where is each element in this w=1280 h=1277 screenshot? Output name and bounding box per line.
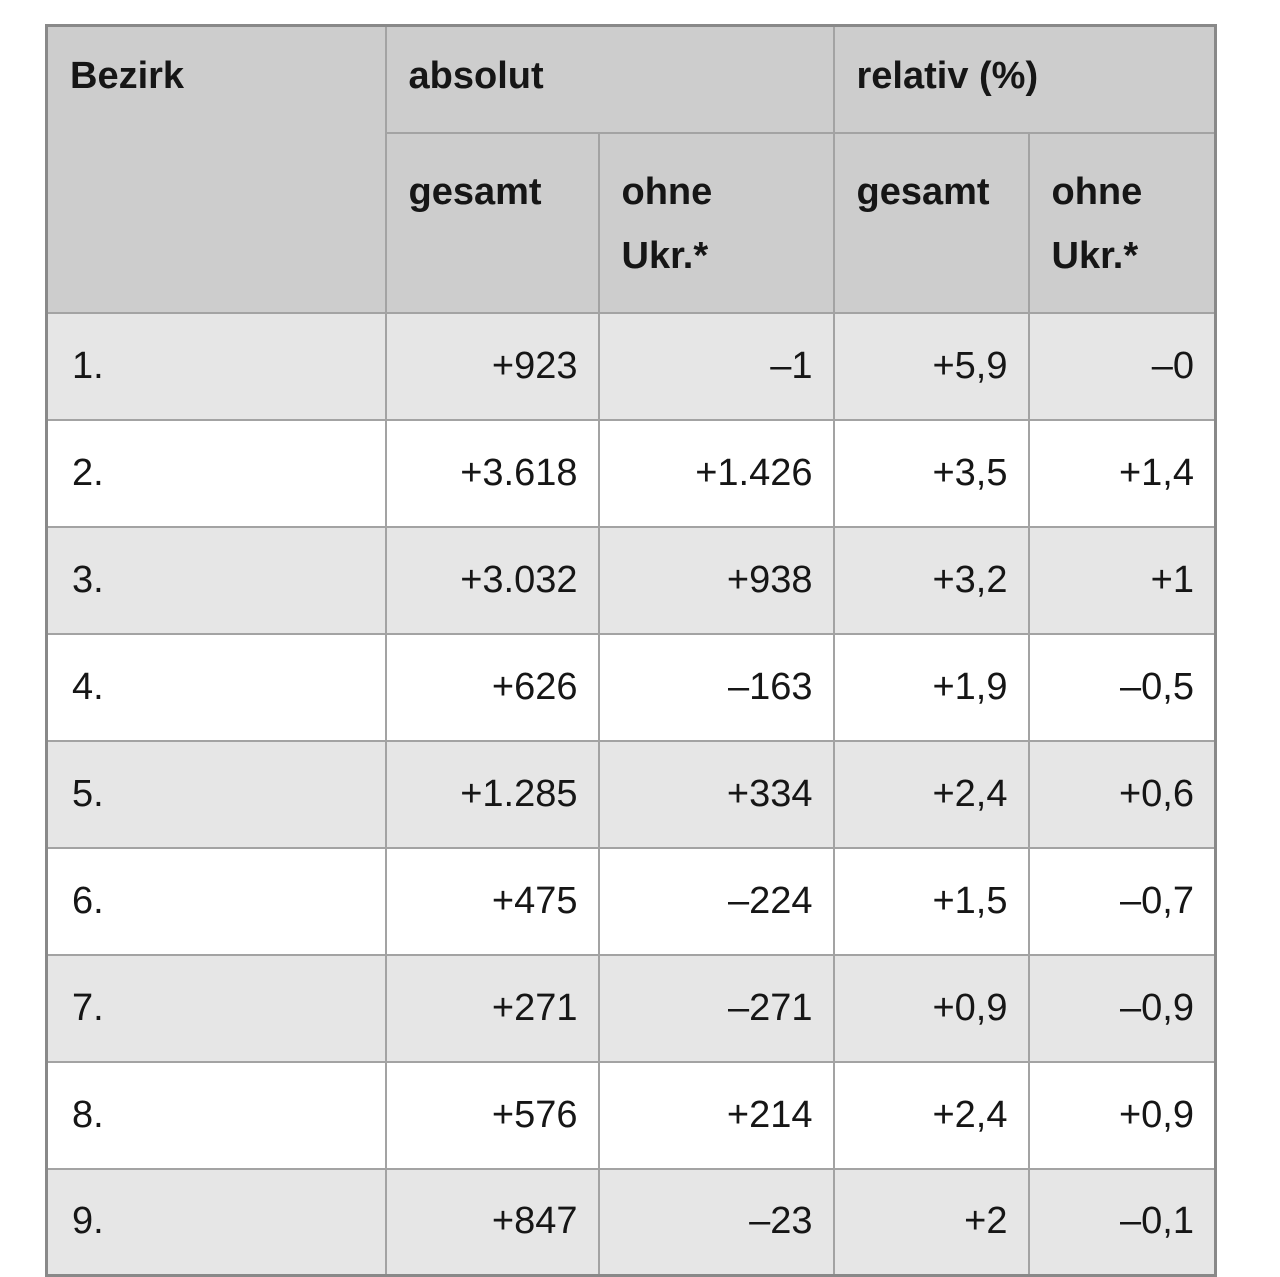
bezirk-statistics-table: Bezirk absolut relativ (%) gesamt ohne U… xyxy=(45,24,1217,1277)
header-ohne-line1: ohne xyxy=(621,170,713,213)
column-header-absolut-ohne-ukr: ohne Ukr.* xyxy=(597,131,835,314)
cell-relativ-ohne: –0,7 xyxy=(1027,846,1217,956)
cell-relativ-ohne: +1 xyxy=(1027,525,1217,635)
cell-absolut-gesamt: +923 xyxy=(384,311,600,421)
column-header-absolut-gesamt: gesamt xyxy=(384,131,600,314)
table-header: Bezirk absolut relativ (%) gesamt ohne U… xyxy=(45,24,1217,314)
cell-absolut-ohne: –271 xyxy=(597,953,835,1063)
cell-absolut-ohne: –1 xyxy=(597,311,835,421)
cell-bezirk: 5. xyxy=(45,739,387,849)
table-row: 7. +271 –271 +0,9 –0,9 xyxy=(45,953,1217,1063)
cell-relativ-ohne: –0,1 xyxy=(1027,1167,1217,1277)
cell-absolut-ohne: –163 xyxy=(597,632,835,742)
cell-absolut-ohne: –23 xyxy=(597,1167,835,1277)
table-row: 1. +923 –1 +5,9 –0 xyxy=(45,311,1217,421)
column-header-relativ-ohne-ukr: ohne Ukr.* xyxy=(1027,131,1217,314)
cell-absolut-gesamt: +1.285 xyxy=(384,739,600,849)
cell-absolut-gesamt: +847 xyxy=(384,1167,600,1277)
cell-relativ-gesamt: +1,9 xyxy=(832,632,1030,742)
cell-absolut-ohne: +214 xyxy=(597,1060,835,1170)
cell-absolut-gesamt: +626 xyxy=(384,632,600,742)
cell-absolut-gesamt: +271 xyxy=(384,953,600,1063)
cell-bezirk: 7. xyxy=(45,953,387,1063)
cell-bezirk: 6. xyxy=(45,846,387,956)
cell-relativ-gesamt: +0,9 xyxy=(832,953,1030,1063)
column-header-relativ-gesamt: gesamt xyxy=(832,131,1030,314)
cell-absolut-ohne: +938 xyxy=(597,525,835,635)
cell-bezirk: 8. xyxy=(45,1060,387,1170)
header-sub-row: gesamt ohne Ukr.* gesamt ohne Ukr.* xyxy=(47,131,1217,314)
table-row: 2. +3.618 +1.426 +3,5 +1,4 xyxy=(45,418,1217,528)
cell-relativ-ohne: –0,9 xyxy=(1027,953,1217,1063)
cell-absolut-gesamt: +3.618 xyxy=(384,418,600,528)
cell-relativ-gesamt: +2 xyxy=(832,1167,1030,1277)
cell-relativ-gesamt: +2,4 xyxy=(832,1060,1030,1170)
header-ohne-line2: Ukr.* xyxy=(621,234,709,277)
table-body: 1. +923 –1 +5,9 –0 2. +3.618 +1.426 +3,5… xyxy=(45,311,1217,1277)
cell-relativ-gesamt: +3,2 xyxy=(832,525,1030,635)
cell-relativ-gesamt: +1,5 xyxy=(832,846,1030,956)
cell-bezirk: 2. xyxy=(45,418,387,528)
column-group-absolut: absolut xyxy=(384,24,835,134)
cell-bezirk: 3. xyxy=(45,525,387,635)
header-ohne-line1: ohne xyxy=(1051,170,1143,213)
header-group-row: Bezirk absolut relativ (%) xyxy=(45,24,1217,314)
cell-relativ-gesamt: +3,5 xyxy=(832,418,1030,528)
cell-relativ-ohne: +1,4 xyxy=(1027,418,1217,528)
table-row: 5. +1.285 +334 +2,4 +0,6 xyxy=(45,739,1217,849)
cell-relativ-ohne: –0 xyxy=(1027,311,1217,421)
cell-relativ-ohne: +0,9 xyxy=(1027,1060,1217,1170)
cell-absolut-gesamt: +576 xyxy=(384,1060,600,1170)
table-row: 9. +847 –23 +2 –0,1 xyxy=(45,1167,1217,1277)
cell-relativ-gesamt: +5,9 xyxy=(832,311,1030,421)
cell-bezirk: 9. xyxy=(45,1167,387,1277)
cell-relativ-ohne: +0,6 xyxy=(1027,739,1217,849)
header-ohne-line2: Ukr.* xyxy=(1051,234,1139,277)
cell-absolut-gesamt: +3.032 xyxy=(384,525,600,635)
cell-bezirk: 4. xyxy=(45,632,387,742)
table-row: 3. +3.032 +938 +3,2 +1 xyxy=(45,525,1217,635)
cell-absolut-ohne: +1.426 xyxy=(597,418,835,528)
cell-absolut-gesamt: +475 xyxy=(384,846,600,956)
table-row: 8. +576 +214 +2,4 +0,9 xyxy=(45,1060,1217,1170)
table-row: 6. +475 –224 +1,5 –0,7 xyxy=(45,846,1217,956)
column-header-bezirk: Bezirk xyxy=(45,24,387,314)
table-row: 4. +626 –163 +1,9 –0,5 xyxy=(45,632,1217,742)
cell-relativ-gesamt: +2,4 xyxy=(832,739,1030,849)
column-group-relativ: relativ (%) xyxy=(832,24,1217,134)
cell-bezirk: 1. xyxy=(45,311,387,421)
cell-absolut-ohne: –224 xyxy=(597,846,835,956)
cell-absolut-ohne: +334 xyxy=(597,739,835,849)
cell-relativ-ohne: –0,5 xyxy=(1027,632,1217,742)
statistics-table-container: Bezirk absolut relativ (%) gesamt ohne U… xyxy=(45,24,1217,1277)
